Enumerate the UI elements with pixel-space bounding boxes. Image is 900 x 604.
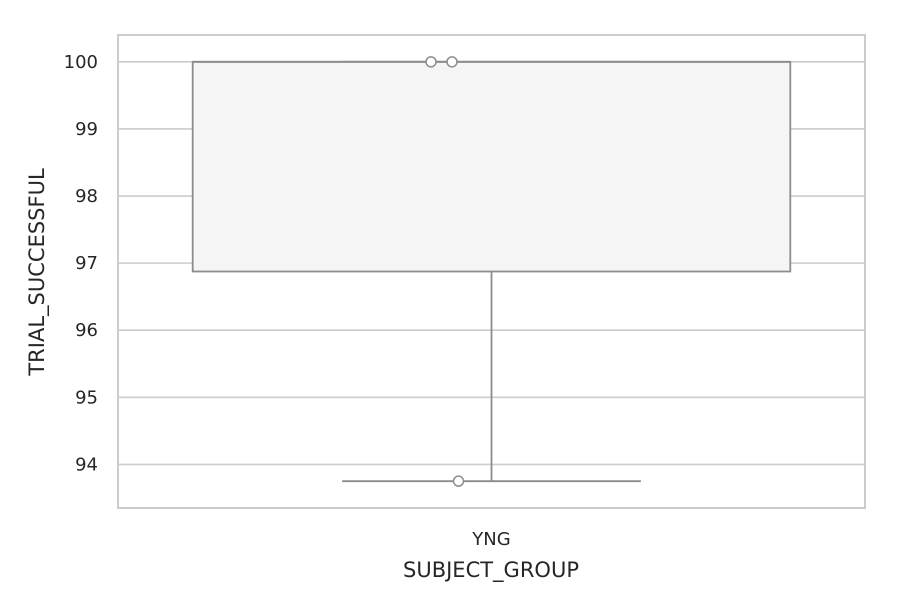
- x-axis-label: SUBJECT_GROUP: [403, 558, 579, 583]
- outlier-point: [446, 56, 458, 68]
- x-tick-label: YNG: [471, 529, 510, 550]
- y-tick-label: 100: [64, 52, 98, 73]
- y-tick-label: 99: [75, 119, 98, 140]
- outlier-point: [425, 56, 437, 68]
- y-axis-label: TRIAL_SUCCESSFUL: [25, 168, 50, 377]
- outlier-point: [452, 475, 465, 487]
- iqr-box: [191, 60, 792, 273]
- box-elements: [191, 56, 792, 487]
- tick-labels: 94 95 96 97 98 99 100 YNG: [64, 52, 511, 550]
- y-tick-label: 96: [75, 320, 98, 341]
- y-tick-label: 94: [75, 454, 98, 475]
- plot-frame: [117, 34, 866, 509]
- y-tick-label: 97: [75, 253, 98, 274]
- y-tick-label: 95: [75, 387, 98, 408]
- y-tick-label: 98: [75, 186, 98, 207]
